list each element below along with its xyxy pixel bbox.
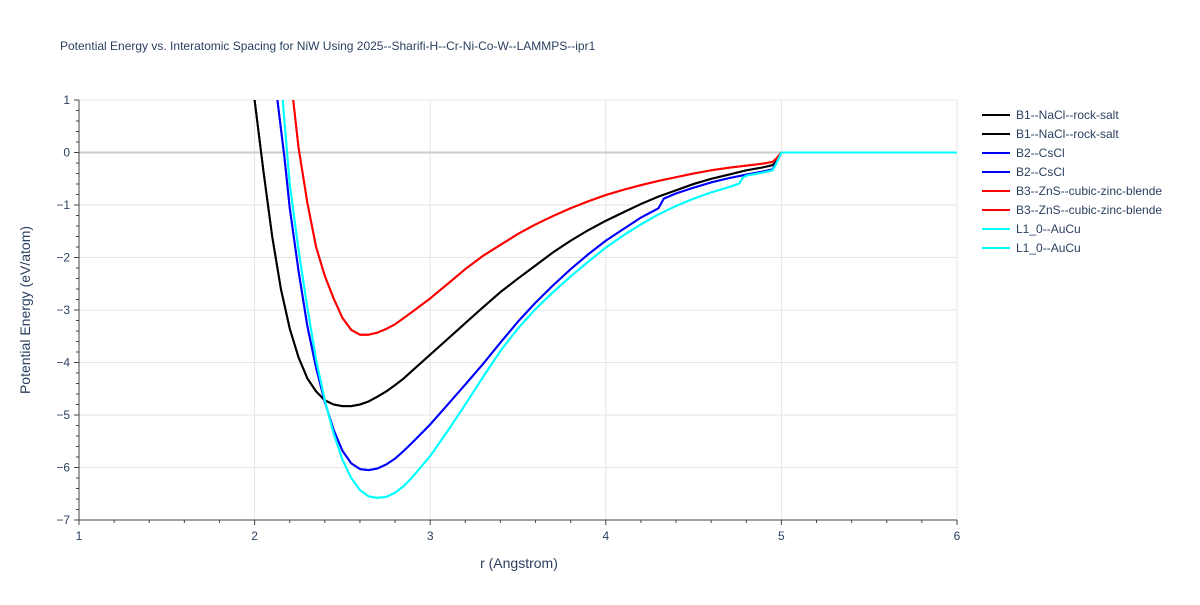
legend-label: L1_0--AuCu <box>1016 241 1081 255</box>
y-axis-title: Potential Energy (eV/atom) <box>17 226 33 394</box>
legend-item[interactable]: B3--ZnS--cubic-zinc-blende <box>982 203 1162 217</box>
y-tick-label: −2 <box>56 251 70 265</box>
axes-layer <box>74 99 958 525</box>
x-tick-label: 3 <box>427 529 434 543</box>
x-tick-label: 5 <box>778 529 785 543</box>
y-tick-label: −7 <box>56 513 70 527</box>
series-layer <box>253 100 957 499</box>
legend-item[interactable]: B3--ZnS--cubic-zinc-blende <box>982 184 1162 198</box>
legend-item[interactable]: L1_0--AuCu <box>982 241 1081 255</box>
legend-label: B3--ZnS--cubic-zinc-blende <box>1016 184 1162 198</box>
legend-label: B2--CsCl <box>1016 146 1065 160</box>
y-tick-label: −6 <box>56 461 70 475</box>
x-tick-label: 2 <box>251 529 258 543</box>
legend-item[interactable]: B2--CsCl <box>982 146 1065 160</box>
y-tick-label: −4 <box>56 356 70 370</box>
legend-item[interactable]: B1--NaCl--rock-salt <box>982 127 1119 141</box>
x-tick-label: 4 <box>602 529 609 543</box>
series-line-4 <box>292 100 957 336</box>
legend-item[interactable]: L1_0--AuCu <box>982 222 1081 236</box>
legend-item[interactable]: B1--NaCl--rock-salt <box>982 108 1119 122</box>
series-line-7 <box>281 100 957 499</box>
legend: B1--NaCl--rock-salt B1--NaCl--rock-salt B2… <box>982 108 1162 255</box>
tick-labels-layer: 1 2 3 4 5 6 1 0 −1 −2 −3 −4 −5 −6 −7 <box>56 93 960 543</box>
y-tick-label: −3 <box>56 303 70 317</box>
legend-item[interactable]: B2--CsCl <box>982 165 1065 179</box>
chart-title: Potential Energy vs. Interatomic Spacing… <box>60 39 596 53</box>
legend-label: B1--NaCl--rock-salt <box>1016 108 1119 122</box>
legend-label: B3--ZnS--cubic-zinc-blende <box>1016 203 1162 217</box>
y-tick-label: −1 <box>56 198 70 212</box>
legend-label: B1--NaCl--rock-salt <box>1016 127 1119 141</box>
y-tick-label: −5 <box>56 408 70 422</box>
legend-label: L1_0--AuCu <box>1016 222 1081 236</box>
x-tick-label: 6 <box>954 529 961 543</box>
x-tick-label: 1 <box>76 529 83 543</box>
series-line-6 <box>281 100 957 499</box>
grid-layer <box>79 99 958 521</box>
y-tick-label: 0 <box>63 146 70 160</box>
y-tick-label: 1 <box>63 93 70 107</box>
series-line-1 <box>253 100 957 408</box>
legend-label: B2--CsCl <box>1016 165 1065 179</box>
x-axis-title: r (Angstrom) <box>480 555 558 571</box>
series-line-5 <box>292 100 957 336</box>
